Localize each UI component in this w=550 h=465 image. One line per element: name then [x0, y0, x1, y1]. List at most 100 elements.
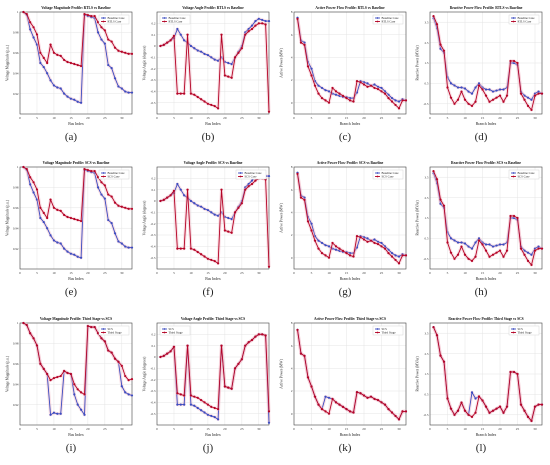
data-point: [453, 257, 456, 260]
legend-marker: [376, 20, 379, 23]
y-axis-label: Reactive Power (MVAr): [416, 200, 420, 236]
data-point: [467, 90, 470, 93]
data-point: [299, 41, 303, 44]
data-point: [352, 100, 355, 103]
data-point: [327, 245, 331, 248]
data-point: [449, 407, 453, 410]
data-point: [49, 79, 52, 82]
data-point: [206, 208, 210, 212]
data-point: [237, 362, 240, 365]
x-axis-label: Branch Index: [476, 433, 497, 437]
data-point: [183, 92, 186, 95]
y-axis-label: Voltage Magnitude (p.u.): [6, 355, 10, 392]
data-point: [107, 218, 110, 222]
data-point: [42, 220, 45, 224]
data-point: [296, 328, 299, 331]
legend-box: [235, 169, 267, 180]
data-point: [477, 237, 481, 240]
data-point: [320, 252, 324, 255]
data-point: [240, 358, 243, 361]
data-point: [338, 249, 341, 252]
y-tick-label: 0.1: [152, 344, 156, 348]
data-point: [73, 98, 76, 101]
data-point: [220, 211, 223, 214]
data-point: [59, 242, 62, 245]
legend-label: Baseline Case: [108, 16, 126, 20]
data-point: [203, 100, 206, 103]
x-tick-label: 15: [345, 427, 349, 431]
data-point: [442, 49, 446, 52]
data-point: [397, 262, 401, 265]
data-point: [196, 204, 199, 207]
chart-title: Reactive Power Flow Profile: Third Stage…: [448, 317, 523, 321]
data-point: [130, 378, 134, 381]
data-point: [52, 206, 56, 209]
data-point: [86, 168, 89, 172]
x-tick-label: 25: [380, 116, 384, 120]
data-point: [196, 250, 199, 254]
data-point: [117, 85, 120, 88]
data-point: [502, 243, 505, 246]
x-tick-label: 0: [293, 427, 295, 431]
y-tick-label: 0: [291, 412, 293, 416]
data-point: [216, 408, 220, 411]
x-tick-label: 30: [533, 427, 537, 431]
data-point: [250, 179, 254, 182]
data-point: [376, 85, 380, 88]
data-point: [176, 247, 179, 250]
data-point: [179, 33, 182, 36]
data-point: [76, 388, 79, 391]
data-point: [463, 98, 467, 101]
series-line-1: [433, 172, 543, 256]
data-point: [120, 50, 123, 53]
data-point: [495, 96, 498, 99]
x-tick-label: 0: [429, 116, 431, 120]
y-tick-label: 1.5: [425, 372, 429, 376]
data-point: [254, 19, 257, 23]
x-tick-label: 5: [36, 271, 38, 275]
data-point: [83, 393, 86, 396]
data-point: [366, 237, 369, 240]
data-point: [210, 258, 213, 262]
data-point: [189, 403, 193, 406]
data-point: [206, 403, 210, 406]
data-point: [247, 341, 250, 344]
data-point: [435, 334, 439, 337]
data-point: [432, 169, 435, 173]
data-point: [25, 12, 28, 16]
legend-marker: [376, 175, 379, 178]
data-point: [324, 410, 327, 413]
y-tick-label: 0.96: [13, 51, 19, 55]
data-point: [162, 354, 165, 357]
data-point: [369, 84, 373, 87]
data-point: [310, 67, 313, 70]
data-point: [460, 86, 463, 89]
data-point: [29, 183, 32, 186]
data-point: [435, 23, 439, 26]
data-point: [495, 244, 498, 247]
x-tick-label: 20: [498, 271, 502, 275]
data-point: [117, 240, 120, 243]
legend-marker: [163, 328, 166, 330]
legend-marker: [512, 175, 515, 178]
data-point: [32, 181, 35, 184]
data-point: [193, 202, 196, 205]
data-point: [189, 44, 193, 48]
data-point: [460, 90, 463, 93]
series-glow: [431, 17, 543, 102]
data-point: [52, 411, 56, 414]
data-point: [488, 243, 491, 246]
data-point: [362, 81, 366, 84]
x-axis-label: Branch Index: [476, 277, 497, 281]
data-point: [373, 86, 376, 90]
x-tick-label: 20: [498, 427, 502, 431]
data-point: [56, 53, 59, 56]
x-tick-label: 10: [463, 427, 467, 431]
data-point: [220, 188, 223, 191]
data-point: [502, 88, 505, 91]
data-point: [124, 90, 127, 93]
data-point: [79, 256, 83, 259]
